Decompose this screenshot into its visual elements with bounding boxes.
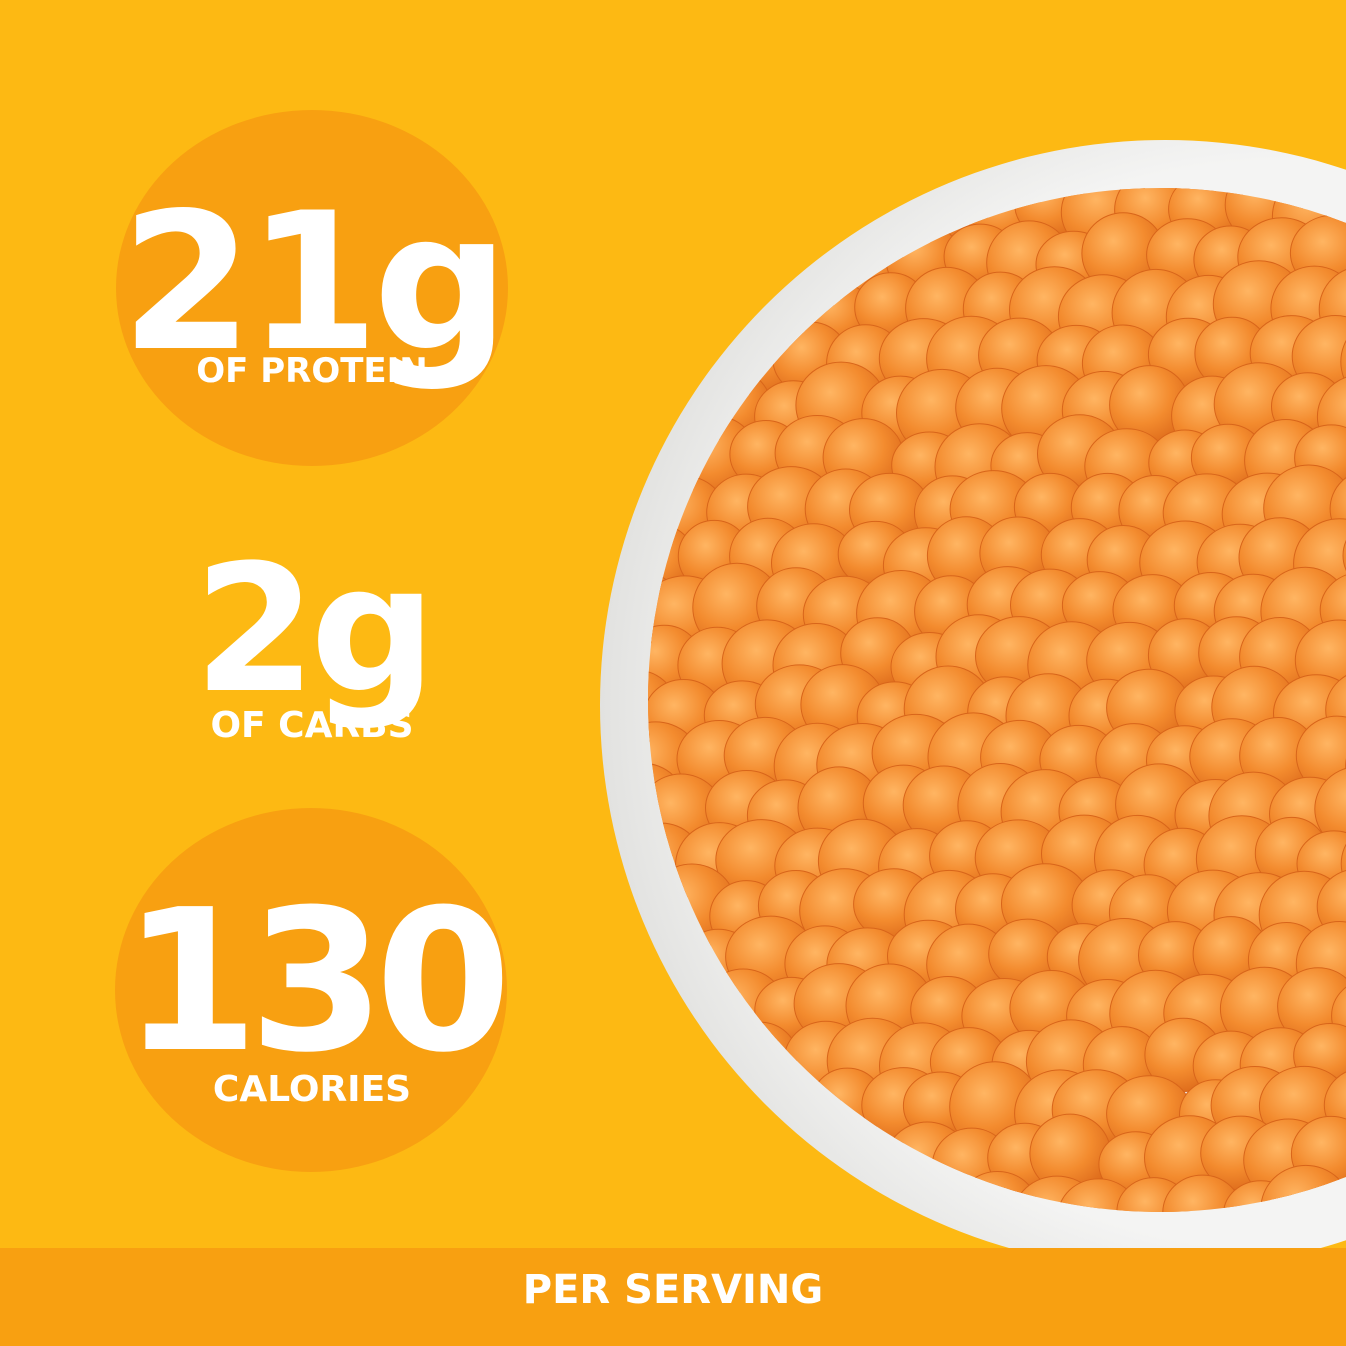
calories-label: CALORIES [212,1069,412,1110]
cheese-puff [1331,979,1346,1053]
cheese-puff [1314,765,1346,853]
cheese-puffs [648,188,1346,1212]
cheese-puff [1340,821,1346,907]
cheese-puff [1325,668,1346,752]
protein-circle [116,110,508,466]
carbs-label: OF CARBS [210,705,414,746]
calories-value: 130 [122,868,511,1096]
protein-stat: 21g OF PROTEIN [110,172,514,393]
protein-label: OF PROTEIN [196,351,428,391]
calories-stat: 130 CALORIES [100,884,524,1108]
cheese-puff [1329,469,1346,549]
carbs-stat: 2g OF CARBS [110,542,514,744]
per-serving-label: PER SERVING [522,1267,824,1313]
calories-circle [115,808,507,1172]
cheese-puff [1057,1178,1140,1212]
cheese-puff [1342,515,1346,596]
cheese-puff [1340,316,1346,407]
cheese-puff [1162,1174,1243,1212]
footer-bar [0,1248,1346,1346]
protein-value: 21g [120,172,509,393]
carbs-value: 2g [193,527,436,732]
